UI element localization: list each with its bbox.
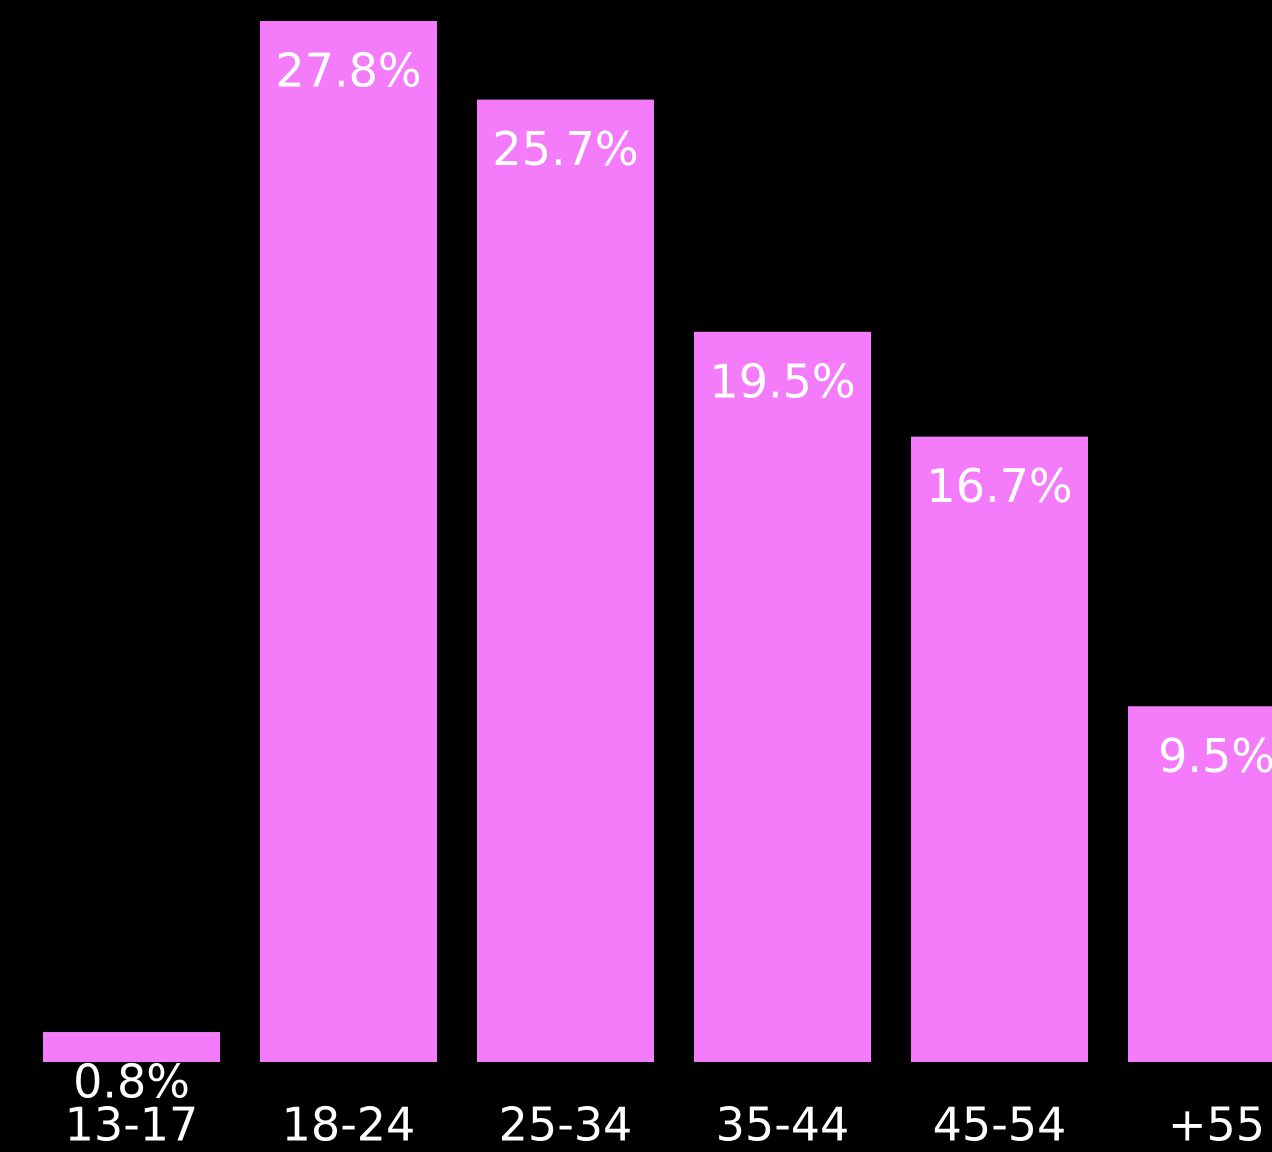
bar — [1128, 706, 1272, 1062]
value-label: 25.7% — [492, 122, 638, 176]
value-label: 19.5% — [709, 354, 855, 408]
bar — [477, 99, 654, 1062]
x-tick-label: 18-24 — [282, 1098, 416, 1152]
x-tick-label: 13-17 — [65, 1098, 199, 1152]
x-tick-label: 25-34 — [499, 1098, 633, 1152]
bar — [694, 331, 871, 1063]
bar — [260, 21, 437, 1062]
x-tick-label: 45-54 — [933, 1098, 1067, 1152]
value-label: 27.8% — [275, 44, 421, 98]
value-label: 0.8% — [73, 1055, 190, 1109]
x-tick-label: +55 — [1168, 1098, 1265, 1152]
bar — [43, 1032, 220, 1062]
value-label: 16.7% — [926, 459, 1072, 513]
value-label: 9.5% — [1158, 729, 1272, 783]
bar — [911, 436, 1088, 1062]
x-tick-label: 35-44 — [716, 1098, 850, 1152]
